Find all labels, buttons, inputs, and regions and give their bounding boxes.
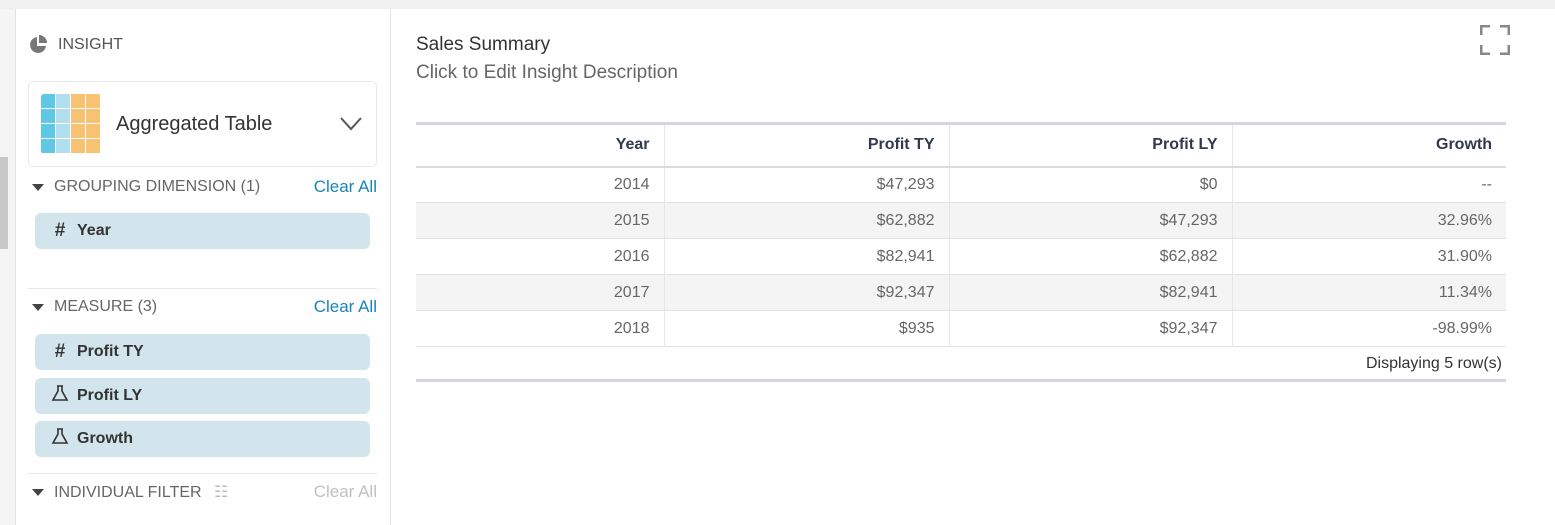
- column-header[interactable]: Year: [416, 123, 664, 168]
- insight-description[interactable]: Click to Edit Insight Description: [416, 62, 678, 83]
- measure-title: MEASURE (3): [54, 298, 158, 315]
- table-cell: 2017: [416, 274, 664, 311]
- collapse-triangle-icon[interactable]: [32, 488, 44, 496]
- top-bar: [0, 0, 1555, 9]
- pill-label: Year: [77, 222, 111, 239]
- pie-chart-icon: [30, 35, 47, 53]
- table-cell: --: [1231, 166, 1506, 203]
- filter-title-text: INDIVIDUAL FILTER: [54, 484, 202, 501]
- collapse-triangle-icon[interactable]: [32, 183, 44, 191]
- insight-title[interactable]: Sales Summary: [416, 34, 551, 55]
- table-row: 2014 $47,293 $0 --: [416, 166, 1506, 203]
- pill-label: Profit TY: [77, 343, 144, 360]
- table-cell: $62,882: [948, 238, 1232, 275]
- table-cell: $92,347: [948, 310, 1232, 347]
- table-cell: $935: [663, 310, 949, 347]
- table-cell: $92,347: [663, 274, 949, 311]
- measure-pill-profit-ty[interactable]: # Profit TY: [35, 334, 370, 370]
- collapse-triangle-icon[interactable]: [32, 303, 44, 311]
- insight-title: INSIGHT: [58, 36, 123, 53]
- pill-label: Profit LY: [77, 387, 143, 404]
- aggregated-table-icon: [41, 94, 101, 154]
- table-cell: $0: [948, 166, 1232, 203]
- row-count: Displaying 5 row(s): [416, 346, 1506, 382]
- left-strip: [0, 9, 16, 525]
- column-header[interactable]: Growth: [1231, 123, 1506, 168]
- aggregated-table: Year Profit TY Profit LY Growth 2014 $47,293…: [416, 122, 1506, 347]
- filter-clear-all[interactable]: Clear All: [313, 482, 377, 501]
- table-cell: 2018: [416, 310, 664, 347]
- table-cell: 11.34%: [1231, 274, 1506, 311]
- table-cell: $47,293: [948, 202, 1232, 239]
- flask-icon: [49, 427, 71, 451]
- table-row: 2016 $82,941 $62,882 31.90%: [416, 238, 1506, 275]
- flask-icon: [49, 384, 71, 408]
- filter-title: INDIVIDUAL FILTER ☷: [54, 482, 314, 502]
- table-cell: 31.90%: [1231, 238, 1506, 275]
- measure-pill-profit-ly[interactable]: Profit LY: [35, 378, 370, 414]
- chevron-down-icon[interactable]: [340, 117, 362, 131]
- divider: [28, 288, 377, 289]
- insight-panel: INSIGHT Aggregated Table GROUPING DIMENS…: [16, 9, 391, 525]
- insight-main: Sales Summary Click to Edit Insight Desc…: [392, 9, 1555, 525]
- table-cell: 2015: [416, 202, 664, 239]
- fullscreen-icon[interactable]: [1480, 25, 1510, 55]
- table-row: 2018 $935 $92,347 -98.99%: [416, 310, 1506, 347]
- grouping-dimension-header[interactable]: GROUPING DIMENSION (1) Clear All: [28, 177, 377, 197]
- table-cell: 32.96%: [1231, 202, 1506, 239]
- table-cell: $82,941: [663, 238, 949, 275]
- grouping-clear-all[interactable]: Clear All: [313, 177, 377, 196]
- visualization-label: Aggregated Table: [116, 112, 273, 135]
- scrollbar[interactable]: [0, 157, 8, 249]
- table-row: 2015 $62,882 $47,293 32.96%: [416, 202, 1506, 239]
- measure-clear-all[interactable]: Clear All: [313, 297, 377, 316]
- column-header[interactable]: Profit TY: [663, 123, 949, 168]
- pill-label: Growth: [77, 430, 133, 447]
- measure-pill-growth[interactable]: Growth: [35, 421, 370, 457]
- grouping-pill-year[interactable]: # Year: [35, 213, 370, 249]
- insight-header: INSIGHT: [28, 35, 123, 55]
- table-cell: 2016: [416, 238, 664, 275]
- visualization-selector[interactable]: Aggregated Table: [28, 81, 377, 167]
- table-cell: 2014: [416, 166, 664, 203]
- grouping-title: GROUPING DIMENSION (1): [54, 178, 261, 195]
- list-icon[interactable]: ☷: [214, 484, 229, 501]
- measure-header[interactable]: MEASURE (3) Clear All: [28, 297, 377, 317]
- table-row: 2017 $92,347 $82,941 11.34%: [416, 274, 1506, 311]
- table-cell: $62,882: [663, 202, 949, 239]
- divider: [28, 473, 377, 474]
- individual-filter-header[interactable]: INDIVIDUAL FILTER ☷ Clear All: [28, 482, 377, 502]
- table-cell: $47,293: [663, 166, 949, 203]
- table-cell: -98.99%: [1231, 310, 1506, 347]
- hash-icon: #: [54, 220, 66, 241]
- column-header[interactable]: Profit LY: [948, 123, 1232, 168]
- hash-icon: #: [54, 341, 66, 362]
- table-cell: $82,941: [948, 274, 1232, 311]
